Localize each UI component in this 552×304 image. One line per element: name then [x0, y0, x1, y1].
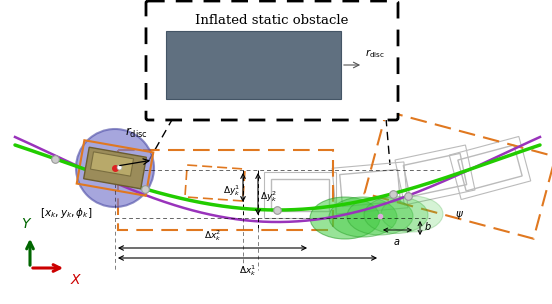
Polygon shape — [91, 152, 134, 176]
Ellipse shape — [310, 197, 380, 239]
Ellipse shape — [347, 197, 413, 235]
Polygon shape — [84, 147, 146, 189]
Ellipse shape — [381, 196, 443, 232]
Text: $[x_k, y_k, \phi_k]$: $[x_k, y_k, \phi_k]$ — [40, 206, 93, 220]
Text: Inflated static obstacle: Inflated static obstacle — [195, 15, 349, 27]
Text: $X$: $X$ — [70, 273, 82, 287]
Text: $\Delta x_k^2$: $\Delta x_k^2$ — [204, 228, 221, 243]
Text: $a$: $a$ — [394, 237, 401, 247]
Ellipse shape — [329, 197, 397, 237]
Ellipse shape — [76, 129, 154, 207]
Text: $r_{\mathrm{disc}}$: $r_{\mathrm{disc}}$ — [125, 126, 148, 140]
Bar — [166, 31, 341, 99]
Ellipse shape — [364, 196, 428, 233]
FancyBboxPatch shape — [146, 1, 398, 120]
Text: $b$: $b$ — [424, 220, 432, 232]
Text: $\Delta x_k^1$: $\Delta x_k^1$ — [239, 263, 256, 278]
Text: $\psi$: $\psi$ — [455, 209, 464, 221]
Text: $Y$: $Y$ — [22, 217, 33, 231]
Text: $\Delta y_k^2$: $\Delta y_k^2$ — [260, 189, 278, 205]
Text: $r_{\mathrm{disc}}$: $r_{\mathrm{disc}}$ — [365, 47, 385, 60]
Text: $\Delta y_k^1$: $\Delta y_k^1$ — [222, 183, 240, 198]
